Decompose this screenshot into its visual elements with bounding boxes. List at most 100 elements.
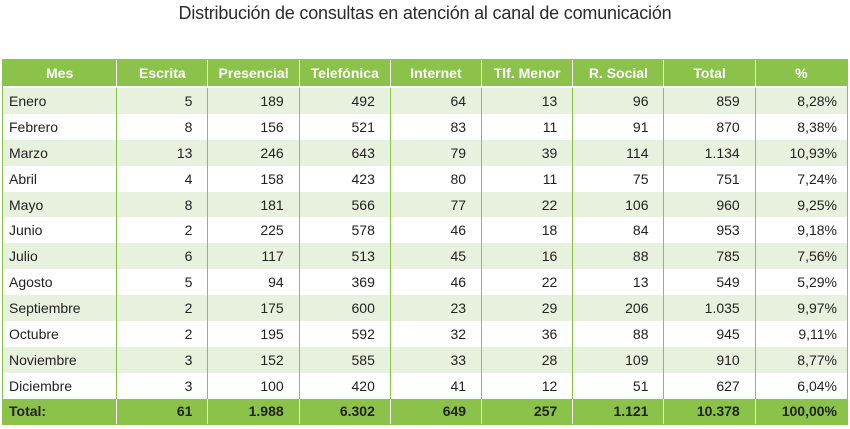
- value-cell: 1.035: [664, 295, 756, 322]
- value-cell: 859: [664, 88, 756, 114]
- value-cell: 5: [117, 88, 209, 114]
- value-cell: 6: [117, 243, 209, 270]
- value-cell: 423: [299, 165, 391, 192]
- value-cell: 13: [117, 139, 209, 166]
- value-cell: 785: [664, 243, 756, 270]
- table-row: Octubre 2 195 592 32 36 88 945 9,11%: [3, 321, 847, 347]
- value-cell: 7,24%: [755, 165, 847, 192]
- table-row: Diciembre 3 100 420 41 12 51 627 6,04%: [3, 372, 847, 399]
- value-cell: 39: [482, 139, 574, 166]
- value-cell: 100: [208, 372, 300, 399]
- value-cell: 91: [573, 113, 665, 140]
- value-cell: 600: [299, 295, 391, 322]
- value-cell: 11: [482, 165, 574, 192]
- total-label-cell: Total:: [3, 398, 118, 424]
- value-cell: 12: [482, 372, 574, 399]
- month-cell: Diciembre: [3, 372, 118, 399]
- value-cell: 80: [390, 165, 483, 192]
- column-header: Total: [664, 60, 756, 88]
- column-header: Escrita: [117, 60, 209, 88]
- value-cell: 158: [208, 165, 300, 192]
- total-value-cell: 649: [390, 398, 483, 424]
- value-cell: 2: [117, 321, 209, 347]
- value-cell: 75: [573, 165, 665, 192]
- value-cell: 592: [299, 321, 391, 347]
- value-cell: 566: [299, 191, 391, 218]
- column-header: %: [755, 60, 847, 88]
- value-cell: 114: [573, 139, 665, 166]
- month-cell: Abril: [3, 165, 118, 192]
- value-cell: 46: [390, 269, 483, 296]
- month-cell: Noviembre: [3, 346, 118, 373]
- total-value-cell: 1.988: [208, 398, 300, 424]
- value-cell: 9,18%: [755, 217, 847, 244]
- value-cell: 6,04%: [755, 372, 847, 399]
- value-cell: 369: [299, 269, 391, 296]
- total-value-cell: 10.378: [664, 398, 756, 424]
- value-cell: 246: [208, 139, 300, 166]
- value-cell: 513: [299, 243, 391, 270]
- month-cell: Junio: [3, 217, 118, 244]
- value-cell: 23: [390, 295, 483, 322]
- month-cell: Septiembre: [3, 295, 118, 322]
- column-header: Internet: [390, 60, 483, 88]
- value-cell: 3: [117, 346, 209, 373]
- table-row: Agosto 5 94 369 46 22 13 549 5,29%: [3, 269, 847, 296]
- value-cell: 643: [299, 139, 391, 166]
- value-cell: 175: [208, 295, 300, 322]
- value-cell: 152: [208, 346, 300, 373]
- table-row: Marzo 13 246 643 79 39 114 1.134 10,93%: [3, 139, 847, 166]
- value-cell: 28: [482, 346, 574, 373]
- value-cell: 45: [390, 243, 483, 270]
- column-header: Tlf. Menor: [482, 60, 574, 88]
- value-cell: 627: [664, 372, 756, 399]
- column-header: Telefónica: [299, 60, 391, 88]
- value-cell: 945: [664, 321, 756, 347]
- value-cell: 910: [664, 346, 756, 373]
- value-cell: 84: [573, 217, 665, 244]
- value-cell: 16: [482, 243, 574, 270]
- value-cell: 46: [390, 217, 483, 244]
- value-cell: 492: [299, 88, 391, 114]
- value-cell: 51: [573, 372, 665, 399]
- total-value-cell: 61: [117, 398, 209, 424]
- table-row: Mayo 8 181 566 77 22 106 960 9,25%: [3, 191, 847, 218]
- table-header-row: Mes Escrita Presencial Telefónica Internet Tl…: [3, 60, 847, 88]
- value-cell: 5,29%: [755, 269, 847, 296]
- total-value-cell: 257: [482, 398, 574, 424]
- column-header: Presencial: [208, 60, 300, 88]
- value-cell: 3: [117, 372, 209, 399]
- value-cell: 5: [117, 269, 209, 296]
- value-cell: 4: [117, 165, 209, 192]
- value-cell: 106: [573, 191, 665, 218]
- table-row: Septiembre 2 175 600 23 29 206 1.035 9,97%: [3, 295, 847, 322]
- table-row: Noviembre 3 152 585 33 28 109 910 8,77%: [3, 346, 847, 373]
- value-cell: 2: [117, 295, 209, 322]
- value-cell: 7,56%: [755, 243, 847, 270]
- value-cell: 549: [664, 269, 756, 296]
- value-cell: 64: [390, 88, 483, 114]
- value-cell: 32: [390, 321, 483, 347]
- value-cell: 9,97%: [755, 295, 847, 322]
- value-cell: 33: [390, 346, 483, 373]
- value-cell: 420: [299, 372, 391, 399]
- month-cell: Agosto: [3, 269, 118, 296]
- column-header: R. Social: [573, 60, 665, 88]
- table-row: Enero 5 189 492 64 13 96 859 8,28%: [3, 88, 847, 114]
- value-cell: 960: [664, 191, 756, 218]
- value-cell: 13: [482, 88, 574, 114]
- table-body: Enero 5 189 492 64 13 96 859 8,28% Febrero 8 156 521…: [3, 88, 847, 399]
- value-cell: 8: [117, 191, 209, 218]
- value-cell: 88: [573, 321, 665, 347]
- value-cell: 36: [482, 321, 574, 347]
- value-cell: 953: [664, 217, 756, 244]
- column-header: Mes: [3, 60, 118, 88]
- chart-title: Distribución de consultas en atención al…: [178, 3, 672, 23]
- total-value-cell: 1.121: [573, 398, 665, 424]
- total-value-cell: 100,00%: [755, 398, 847, 424]
- value-cell: 10,93%: [755, 139, 847, 166]
- month-cell: Julio: [3, 243, 118, 270]
- table-row: Abril 4 158 423 80 11 75 751 7,24%: [3, 165, 847, 192]
- value-cell: 77: [390, 191, 483, 218]
- value-cell: 9,11%: [755, 321, 847, 347]
